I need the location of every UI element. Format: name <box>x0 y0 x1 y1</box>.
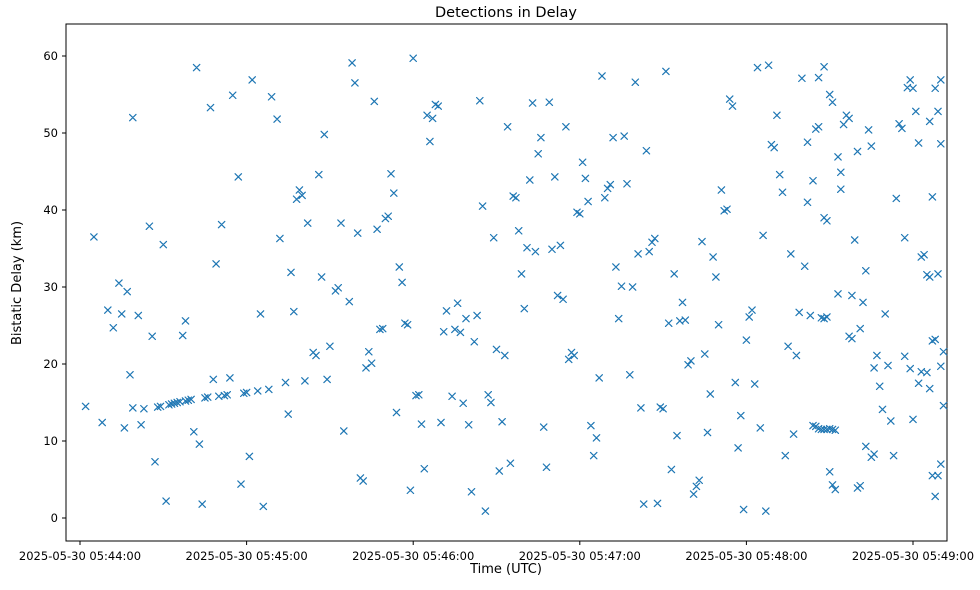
x-tick-label: 2025-05-30 05:45:00 <box>186 549 308 563</box>
x-tick-label: 2025-05-30 05:46:00 <box>352 549 474 563</box>
y-tick-label: 60 <box>43 49 58 63</box>
axes-frame <box>65 23 948 542</box>
y-tick-label: 0 <box>51 511 58 525</box>
y-tick-label: 10 <box>43 434 58 448</box>
axes-group <box>65 23 948 542</box>
y-tick-label: 50 <box>43 126 58 140</box>
y-tick-label: 30 <box>43 280 58 294</box>
x-tick-label: 2025-05-30 05:44:00 <box>19 549 141 563</box>
x-tick-label: 2025-05-30 05:49:00 <box>852 549 974 563</box>
scatter-markers <box>81 54 948 515</box>
x-tick-label: 2025-05-30 05:47:00 <box>519 549 641 563</box>
x-tick-label: 2025-05-30 05:48:00 <box>685 549 807 563</box>
y-tick-label: 40 <box>43 203 58 217</box>
y-axis-label: Bistatic Delay (km) <box>10 221 25 345</box>
x-axis-label: Time (UTC) <box>469 562 542 577</box>
ticks-group: 2025-05-30 05:44:00 2025-05-30 05:45:00 20… <box>19 49 974 563</box>
chart-title: Detections in Delay <box>435 5 577 21</box>
data-points <box>81 54 948 515</box>
y-tick-label: 20 <box>43 357 58 371</box>
